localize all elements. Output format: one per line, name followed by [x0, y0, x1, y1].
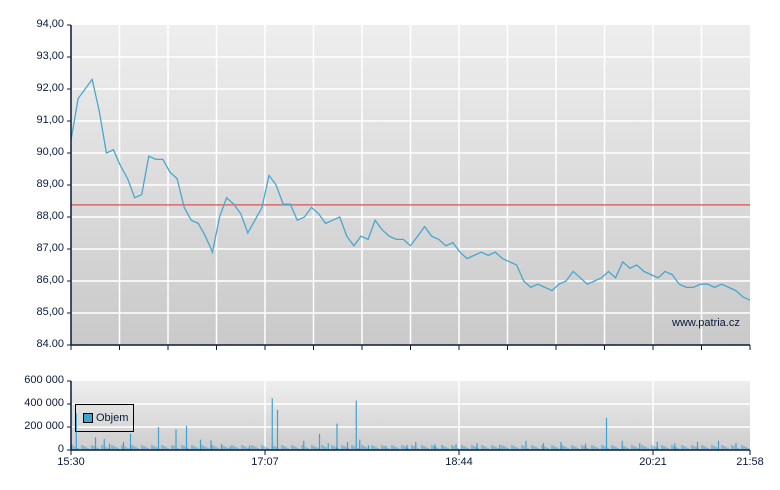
- x-tick-label: 15:30: [57, 456, 85, 468]
- legend: Objem: [75, 404, 134, 432]
- legend-label: Objem: [96, 412, 129, 424]
- volume-plot-area: [67, 380, 751, 455]
- x-tick-label: 18:44: [445, 456, 473, 468]
- volume-y-tick-label: 200 000: [24, 420, 64, 432]
- price-line: [70, 77, 751, 301]
- price-y-tick-label: 94,00: [36, 18, 64, 30]
- x-tick-label: 17:07: [251, 456, 279, 468]
- x-tick-label: 21:58: [736, 456, 764, 468]
- price-y-tick-label: 87,00: [36, 242, 64, 254]
- watermark: www.patria.cz: [672, 317, 740, 329]
- price-y-tick-label: 90,00: [36, 146, 64, 158]
- price-plot-area: [67, 24, 751, 350]
- price-y-tick-label: 93,00: [36, 50, 64, 62]
- price-y-tick-label: 89,00: [36, 178, 64, 190]
- price-y-tick-label: 86,00: [36, 274, 64, 286]
- x-tick-label: 20:21: [639, 456, 667, 468]
- legend-swatch-icon: [83, 413, 93, 423]
- volume-y-tick-label: 400 000: [24, 397, 64, 409]
- price-y-tick-label: 88,00: [36, 210, 64, 222]
- volume-y-tick-label: 0: [57, 443, 64, 455]
- price-y-tick-label: 84.00: [36, 338, 64, 350]
- price-y-tick-label: 91,00: [36, 114, 64, 126]
- volume-y-tick-label: 600 000: [24, 374, 64, 386]
- price-y-tick-label: 85,00: [36, 306, 64, 318]
- price-y-tick-label: 92,00: [36, 82, 64, 94]
